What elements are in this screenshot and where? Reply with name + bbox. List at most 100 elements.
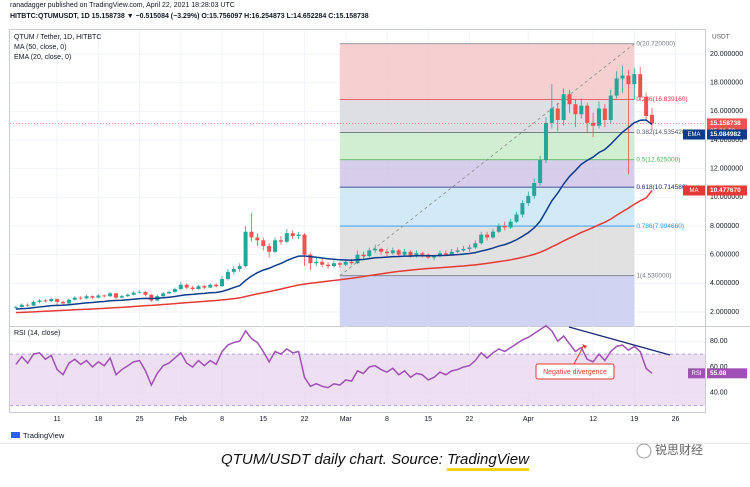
candle-body [373,248,378,251]
candle-body [255,237,260,241]
fib-label: 0.236(16.839160) [636,96,687,103]
arrow-head [582,344,587,349]
y-tick-label: 20.000000 [710,51,743,58]
legend-ma: MA (50, close, 0) [14,44,67,51]
rsi-title: RSI (14, close) [14,330,60,337]
candle-body [596,108,601,126]
candle-body [25,304,30,306]
candle-body [379,248,384,252]
candle-body [61,301,66,304]
candle-body [367,250,372,257]
series-tag-label: 10.477670 [710,187,741,194]
candle-body [37,300,42,302]
chart-title: QTUM / Tether, 1D, HITBTC [14,34,101,41]
candle-body [308,254,313,264]
fib-band [339,275,635,326]
candle-body [90,296,95,298]
caption-text: QTUM/USDT daily chart. Source: [221,451,447,468]
caption-underline [446,468,529,471]
candle-body [243,231,248,267]
candle-body [320,261,325,265]
watermark: 锐思财经 [655,443,703,457]
candle-body [49,299,54,302]
candle-body [408,251,413,257]
candle-body [390,250,395,254]
series-tag-name: MA [690,188,699,194]
candle-body [31,301,36,306]
candle-body [125,294,130,297]
candle-body [343,261,348,265]
y-tick-label: 16.000000 [710,108,743,115]
candle-body [290,233,295,237]
candle-body [66,299,71,304]
candle-body [196,286,201,290]
candle-body [114,293,119,298]
candle-body [337,263,342,265]
fib-label: 0.618(10.714580) [636,184,687,191]
x-tick-label: 26 [672,416,680,423]
candle-body [314,261,319,264]
x-tick-label: 11 [53,416,60,423]
legend-ema: EMA (20, close, 0) [14,54,71,61]
candle-body [614,78,619,96]
candle-body [267,246,272,252]
rsi-tag [707,368,747,379]
candle-body [402,251,407,255]
candle-body [490,231,495,238]
y-tick-label: 60.00 [710,364,728,371]
candle-body [184,284,189,288]
candle-body [178,284,183,290]
candle-body [143,291,148,295]
candle-body [538,160,543,184]
y-tick-label: 80.00 [710,338,728,345]
series-tag-name: EMA [687,132,700,138]
candle-body [119,296,124,298]
candle-body [620,75,625,79]
candle-body [485,234,490,238]
x-tick-label: 12 [589,416,597,423]
candle-body [278,240,283,242]
candle-body [632,74,637,85]
candle-body [561,94,566,120]
y-tick-label: 18.000000 [710,80,743,87]
axes: 2.000000 4.000000 6.000000 8.000000 10.00000… [10,51,747,423]
candle-body [302,234,307,255]
x-tick-label: Mar [340,416,353,423]
y-tick-label: 12.000000 [710,166,743,173]
fib-band [339,187,635,227]
candle-body [567,94,572,105]
rsi-line [15,324,653,389]
candle-body [361,254,366,257]
chart-frame [9,29,706,413]
ma-line [15,190,653,314]
logo-icon [11,432,20,438]
y-tick-label: 6.000000 [710,251,739,258]
candle-body [461,248,466,251]
y-tick-label: 2.000000 [710,309,739,316]
series-tag [707,185,747,196]
candle-body [573,104,578,115]
candle-body [237,266,242,269]
candle-body [161,293,166,297]
candle-body [555,108,560,120]
candle-body [526,195,531,204]
candle-body [172,289,177,292]
candle-body [449,251,454,255]
fib-label: 0.382(14.535420) [636,129,687,136]
candle-body [355,254,360,264]
y-tick-label: 40.00 [710,390,728,397]
fib-label: 0(20.720000) [636,40,675,47]
candle-body [520,203,525,215]
x-tick-label: 15 [259,416,267,423]
rsi-tag-name: RSI [691,371,701,377]
candle-body [55,299,60,302]
candle-body [585,105,590,123]
candle-body [43,300,48,302]
symbol-line: HITBTC:QTUMUSDT, 1D 15.158738 ▼ −0.51508… [10,13,369,20]
divergence-line [568,326,671,356]
candle-body [508,221,513,228]
candle-body [432,256,437,258]
candle-body [514,214,519,222]
candle-body [644,97,649,117]
